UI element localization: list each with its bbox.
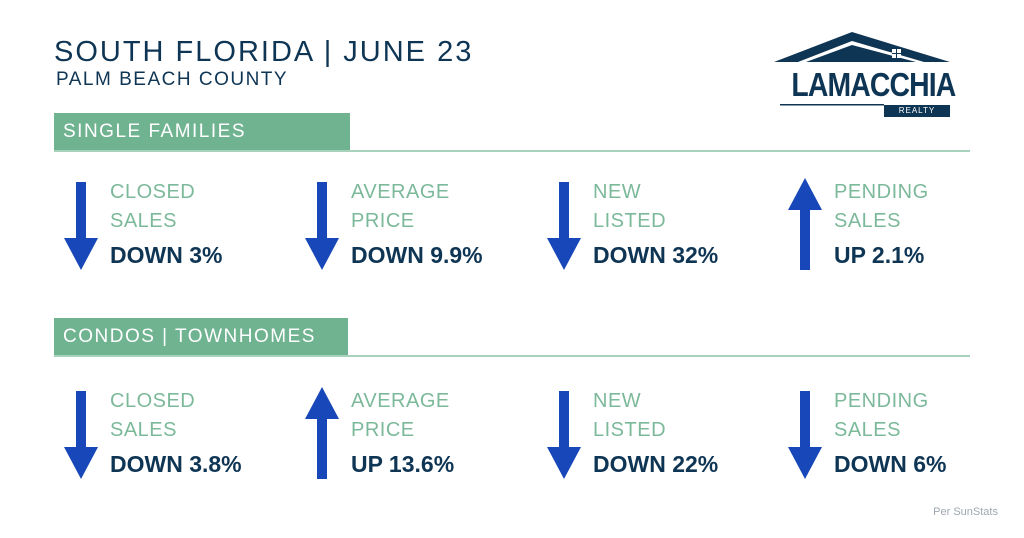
section-divider	[54, 150, 970, 152]
arrow-down-icon	[64, 391, 98, 479]
lamacchia-logo: LAMACCHIA REALTY	[772, 30, 956, 118]
metric-label: AVERAGE PRICE	[351, 181, 450, 232]
metric-value: DOWN 22%	[593, 451, 719, 477]
arrow-down-icon	[547, 391, 581, 479]
metric-label: NEW LISTED	[593, 390, 667, 441]
source-credit: Per SunStats	[933, 506, 998, 518]
metric-label: PENDING SALES	[834, 390, 929, 441]
metric-label: CLOSED SALES	[110, 390, 196, 441]
arrow-down-icon	[305, 182, 339, 270]
metric-condo-average-price: AVERAGE PRICE UP 13.6%	[305, 387, 515, 487]
house-roof-icon	[774, 32, 950, 106]
section-header-condos-townhomes: CONDOS | TOWNHOMES	[54, 318, 348, 356]
section-divider	[54, 355, 970, 357]
metric-label: PENDING SALES	[834, 181, 929, 232]
metric-value: DOWN 6%	[834, 451, 947, 477]
arrow-down-icon	[64, 182, 98, 270]
metric-condo-closed-sales: CLOSED SALES DOWN 3.8%	[64, 387, 274, 487]
metric-sf-average-price: AVERAGE PRICE DOWN 9.9%	[305, 178, 515, 278]
metric-label: CLOSED SALES	[110, 181, 196, 232]
metric-value: DOWN 32%	[593, 242, 719, 268]
metric-value: UP 13.6%	[351, 451, 455, 477]
arrow-down-icon	[788, 391, 822, 479]
metric-sf-new-listed: NEW LISTED DOWN 32%	[547, 178, 757, 278]
arrow-up-icon	[788, 178, 822, 270]
metric-condo-pending-sales: PENDING SALES DOWN 6%	[788, 387, 998, 487]
arrow-down-icon	[547, 182, 581, 270]
metric-sf-closed-sales: CLOSED SALES DOWN 3%	[64, 178, 274, 278]
metric-value: DOWN 3%	[110, 242, 223, 268]
page-title: SOUTH FLORIDA | JUNE 23	[54, 36, 474, 68]
metric-condo-new-listed: NEW LISTED DOWN 22%	[547, 387, 757, 487]
metric-value: DOWN 3.8%	[110, 451, 242, 477]
arrow-up-icon	[305, 387, 339, 479]
metric-label: NEW LISTED	[593, 181, 667, 232]
metric-value: UP 2.1%	[834, 242, 925, 268]
metric-value: DOWN 9.9%	[351, 242, 483, 268]
section-header-single-families: SINGLE FAMILIES	[54, 113, 350, 151]
metric-sf-pending-sales: PENDING SALES UP 2.1%	[788, 178, 998, 278]
page-subtitle: PALM BEACH COUNTY	[56, 69, 289, 90]
logo-subtext: REALTY	[884, 105, 950, 117]
metric-label: AVERAGE PRICE	[351, 390, 450, 441]
logo-wordmark: LAMACCHIA	[791, 66, 956, 103]
